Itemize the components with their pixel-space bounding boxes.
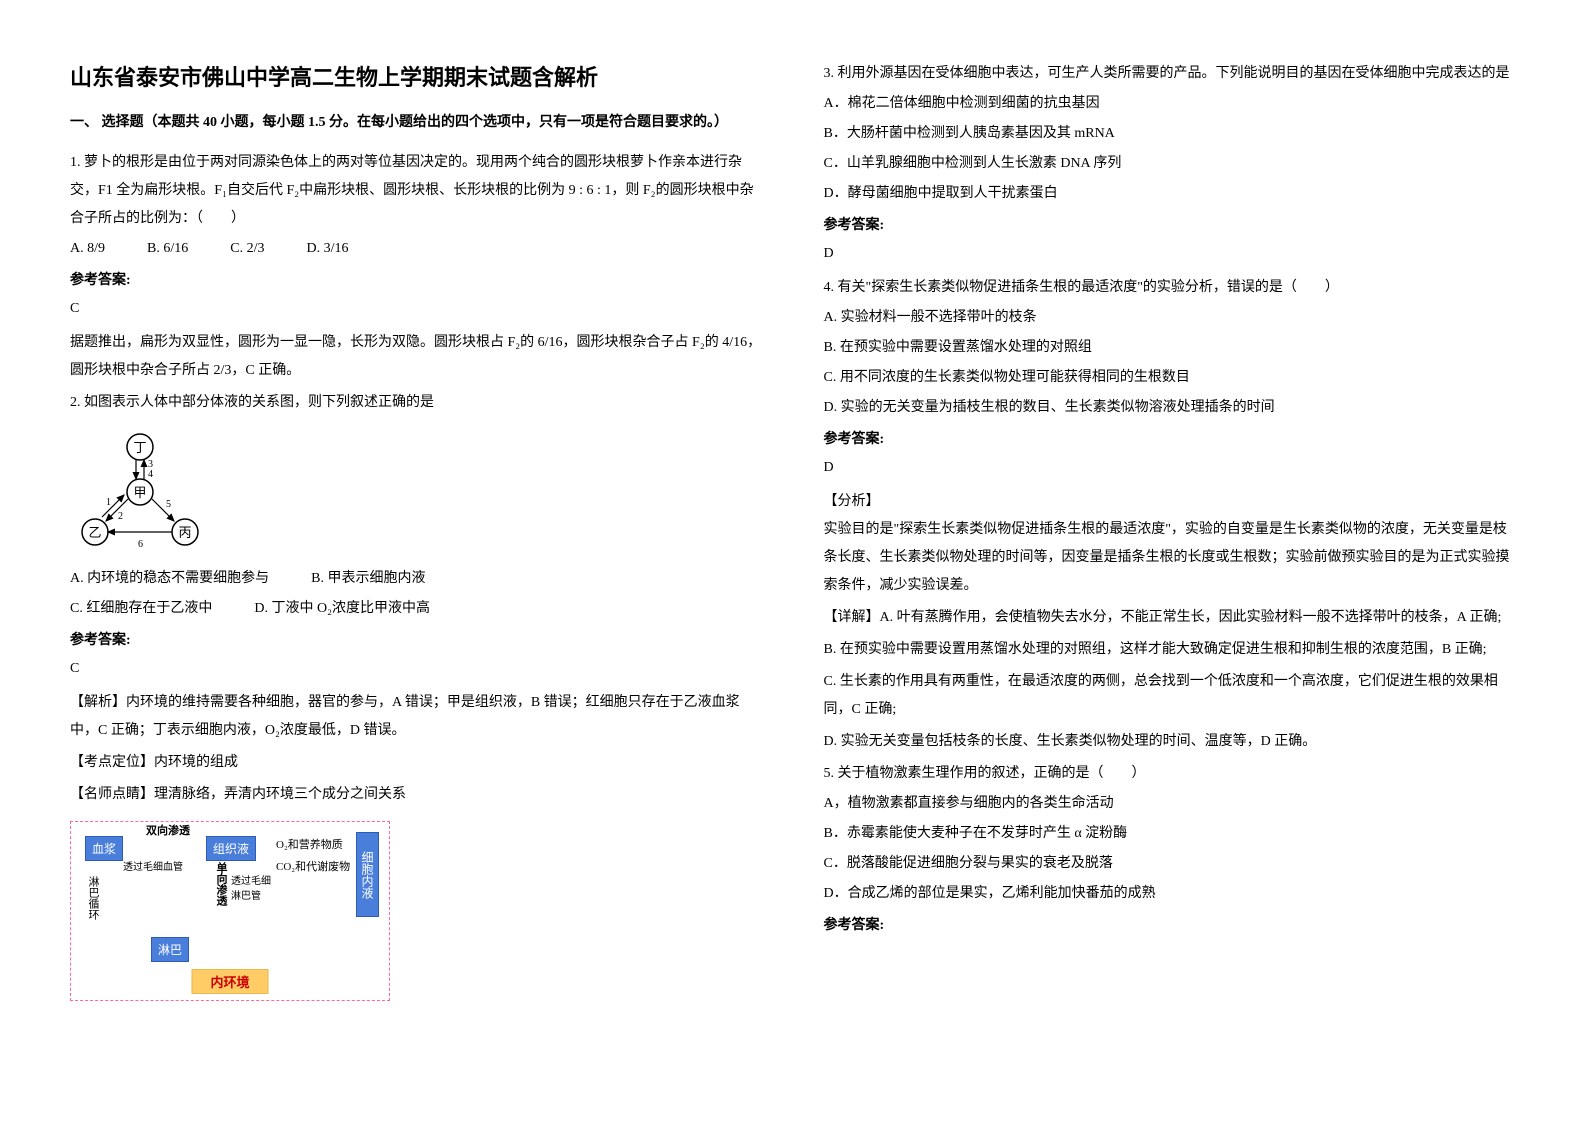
q2-text: 2. 如图表示人体中部分体液的关系图，则下列叙述正确的是 [70,389,764,417]
q5-opt-b: B．赤霉素能使大麦种子在不发芽时产生 α 淀粉酶 [824,820,1518,848]
document-title: 山东省泰安市佛山中学高二生物上学期期末试题含解析 [70,60,764,92]
capillary-label: 透过毛细血管 [123,858,183,873]
q1-text: 1. 萝卜的根形是由位于两对同源染色体上的两对等位基因决定的。现用两个纯合的圆形… [70,149,764,233]
q2-diagram: 丁 甲 乙 丙 3 4 1 2 5 6 [70,427,210,557]
svg-text:丙: 丙 [178,525,191,540]
q1-explanation: 据题推出，扁形为双显性，圆形为一显一隐，长形为双隐。圆形块根占 F₂的 6/16… [70,329,764,385]
q4-opt-c: C. 用不同浓度的生长素类似物处理可能获得相同的生根数目 [824,364,1518,392]
left-column: 山东省泰安市佛山中学高二生物上学期期末试题含解析 一、 选择题（本题共 40 小… [70,60,764,1062]
lymph-circ-label: 淋巴循环 [85,876,101,920]
svg-text:1: 1 [106,497,111,508]
plasma-box: 血浆 [85,836,123,861]
svg-text:丁: 丁 [133,440,146,455]
q2-answer-label: 参考答案: [70,629,764,649]
q3-opt-d: D．酵母菌细胞中提取到人干扰素蛋白 [824,180,1518,208]
inner-env-label: 内环境 [191,969,268,994]
q4-analysis: 实验目的是"探索生长素类似物促进插条生根的最适浓度"，实验的自变量是生长素类似物… [824,516,1518,600]
q2-opt-d: D. 丁液中 O₂浓度比甲液中高 [254,601,430,616]
q5-opt-d: D．合成乙烯的部位是果实，乙烯利能加快番茄的成熟 [824,880,1518,908]
q2-opt-c: C. 红细胞存在于乙液中 [70,601,212,616]
tissue-box: 组织液 [206,836,256,861]
q3-text: 3. 利用外源基因在受体细胞中表达，可生产人类所需要的产品。下列能说明目的基因在… [824,60,1518,88]
svg-text:4: 4 [148,469,153,480]
q4-detail-d: D. 实验无关变量包括枝条的长度、生长素类似物处理的时间、温度等，D 正确。 [824,728,1518,756]
right-column: 3. 利用外源基因在受体细胞中表达，可生产人类所需要的产品。下列能说明目的基因在… [824,60,1518,1062]
q4-opt-d: D. 实验的无关变量为插枝生根的数目、生长素类似物溶液处理插条的时间 [824,394,1518,422]
co2-label: CO₂和代谢废物 [276,858,350,874]
q4-analysis-label: 【分析】 [824,488,1518,516]
q4-detail-a: A. 叶有蒸腾作用，会使植物失去水分，不能正常生长，因此实验材料一般不选择带叶的… [880,610,1502,625]
section-header: 一、 选择题（本题共 40 小题，每小题 1.5 分。在每小题给出的四个选项中，… [70,110,764,135]
q4-detail-b: B. 在预实验中需要设置用蒸馏水处理的对照组，这样才能大致确定促进生根和抑制生根… [824,636,1518,664]
q3-answer: D [824,240,1518,268]
q5-answer-label: 参考答案: [824,914,1518,934]
relation-diagram-svg: 丁 甲 乙 丙 3 4 1 2 5 6 [70,427,210,557]
q4-opt-b: B. 在预实验中需要设置蒸馏水处理的对照组 [824,334,1518,362]
double-perm-label: 双向渗透 [146,822,190,838]
q4-opt-a: A. 实验材料一般不选择带叶的枝条 [824,304,1518,332]
q1-answer: C [70,295,764,323]
q3-opt-b: B．大肠杆菌中检测到人胰岛素基因及其 mRNA [824,120,1518,148]
q4-detail-label: 【详解】A. 叶有蒸腾作用，会使植物失去水分，不能正常生长，因此实验材料一般不选… [824,604,1518,632]
lymph-cap-label: 透过毛细淋巴管 [231,872,271,902]
q1-answer-label: 参考答案: [70,269,764,289]
q4-detail-span: 【详解】 [824,610,880,625]
q4-answer: D [824,454,1518,482]
q2-answer: C [70,655,764,683]
svg-text:乙: 乙 [88,525,101,540]
q5-opt-a: A，植物激素都直接参与细胞内的各类生命活动 [824,790,1518,818]
q2-options-row2: C. 红细胞存在于乙液中 D. 丁液中 O₂浓度比甲液中高 [70,595,764,623]
q5-opt-c: C．脱落酸能促进细胞分裂与果实的衰老及脱落 [824,850,1518,878]
lymph-box: 淋巴 [151,937,189,962]
q3-opt-c: C．山羊乳腺细胞中检测到人生长激素 DNA 序列 [824,150,1518,178]
single-perm-label: 单向渗透 [213,862,229,906]
q2-options-row1: A. 内环境的稳态不需要细胞参与 B. 甲表示细胞内液 [70,565,764,593]
q4-answer-label: 参考答案: [824,428,1518,448]
q3-answer-label: 参考答案: [824,214,1518,234]
flow-diagram: 血浆 组织液 细胞内液 淋巴 双向渗透 透过毛细血管 单向渗透 淋巴循环 透过毛… [70,821,390,1001]
svg-text:5: 5 [166,499,171,510]
q4-text: 4. 有关"探索生长素类似物促进插条生根的最适浓度"的实验分析，错误的是（ ） [824,274,1518,302]
svg-text:6: 6 [138,539,143,550]
q2-point: 【考点定位】内环境的组成 [70,749,764,777]
q2-explanation: 【解析】内环境的维持需要各种细胞，器官的参与，A 错误；甲是组织液，B 错误；红… [70,689,764,745]
q5-text: 5. 关于植物激素生理作用的叙述，正确的是（ ） [824,760,1518,788]
q3-opt-a: A．棉花二倍体细胞中检测到细菌的抗虫基因 [824,90,1518,118]
q2-tip: 【名师点睛】理清脉络，弄清内环境三个成分之间关系 [70,781,764,809]
q2-opt-a: A. 内环境的稳态不需要细胞参与 [70,571,269,586]
q1-options: A. 8/9 B. 6/16 C. 2/3 D. 3/16 [70,235,764,263]
svg-text:甲: 甲 [133,485,146,500]
cell-fluid-box: 细胞内液 [356,832,379,917]
svg-text:2: 2 [118,511,123,522]
q4-detail-c: C. 生长素的作用具有两重性，在最适浓度的两侧，总会找到一个低浓度和一个高浓度，… [824,668,1518,724]
q2-opt-b: B. 甲表示细胞内液 [311,571,425,586]
o2-label: O₂和营养物质 [276,836,343,852]
